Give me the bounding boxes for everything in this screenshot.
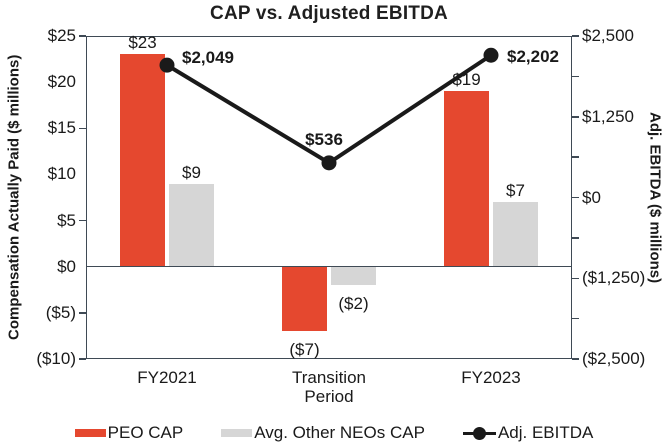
neos-cap-swatch-icon (221, 429, 253, 437)
legend-label-ebitda: Adj. EBITDA (497, 423, 594, 442)
left-axis-tick-label: $25 (47, 26, 76, 45)
left-axis-tick (79, 127, 86, 130)
left-axis-tick (79, 312, 86, 314)
right-axis-tick (572, 317, 579, 320)
category-label: Transition Period (291, 368, 366, 406)
ebitda-value-label: $2,049 (182, 48, 234, 68)
bar-value-label: ($2) (338, 294, 369, 314)
bar-value-label: $23 (128, 33, 157, 53)
right-axis-tick (572, 237, 579, 239)
left-axis-tick-label: $5 (57, 210, 76, 230)
bar-peo-cap (120, 54, 165, 267)
bar-peo-cap (282, 266, 327, 332)
right-axis-tick (572, 196, 579, 199)
left-axis-tick (79, 35, 86, 37)
right-axis-tick (572, 358, 579, 360)
right-axis-tick-label: ($1,250) (582, 268, 646, 288)
right-axis-tick (572, 35, 579, 37)
chart-title: CAP vs. Adjusted EBITDA (210, 3, 448, 24)
peo-cap-swatch-icon (74, 429, 106, 437)
left-axis-tick-label: $0 (57, 256, 76, 276)
ebitda-value-label: $536 (305, 129, 343, 149)
right-axis-title: Adj. EBITDA ($ millions) (646, 111, 664, 284)
right-axis-tick-label: $2,500 (582, 26, 634, 45)
right-axis-tick-label: $0 (582, 187, 601, 207)
bar-neos-cap (331, 266, 376, 286)
legend: PEO CAP Avg. Other NEOs CAP Adj. EBITDA (0, 423, 668, 443)
right-axis-tick-label: ($2,500) (582, 349, 646, 368)
left-axis-tick-label: ($5) (45, 302, 76, 322)
legend-item-neos-cap: Avg. Other NEOs CAP (221, 423, 425, 443)
bar-value-label: $9 (182, 162, 201, 182)
left-axis-tick-label: ($10) (36, 349, 76, 368)
right-axis-tick (572, 75, 579, 78)
bar-neos-cap (493, 202, 538, 267)
ebitda-line-swatch-icon (462, 426, 496, 441)
ebitda-value-label: $2,202 (507, 47, 559, 67)
legend-label-peo-cap: PEO CAP (107, 423, 184, 442)
category-label: FY2023 (461, 368, 521, 387)
category-label: FY2021 (137, 368, 197, 387)
legend-label-neos-cap: Avg. Other NEOs CAP (254, 423, 425, 442)
left-axis-tick-label: $10 (47, 164, 76, 184)
left-axis-tick-label: $15 (47, 118, 76, 138)
left-axis-tick (79, 358, 86, 360)
right-axis-tick (572, 156, 579, 158)
right-axis-tick-label: $1,250 (582, 106, 634, 126)
bar-value-label: ($7) (289, 340, 320, 360)
left-axis-tick-label: $20 (47, 72, 76, 92)
bar-value-label: $7 (506, 181, 525, 201)
zero-line (86, 265, 572, 268)
right-axis-tick (572, 277, 579, 279)
left-axis-tick (79, 219, 86, 222)
plot-area (86, 36, 572, 359)
bar-peo-cap (444, 91, 489, 267)
legend-item-ebitda: Adj. EBITDA (462, 423, 594, 443)
right-axis-tick (572, 116, 579, 118)
bar-value-label: $19 (452, 70, 481, 90)
legend-item-peo-cap: PEO CAP (74, 423, 184, 443)
bar-neos-cap (169, 183, 214, 267)
